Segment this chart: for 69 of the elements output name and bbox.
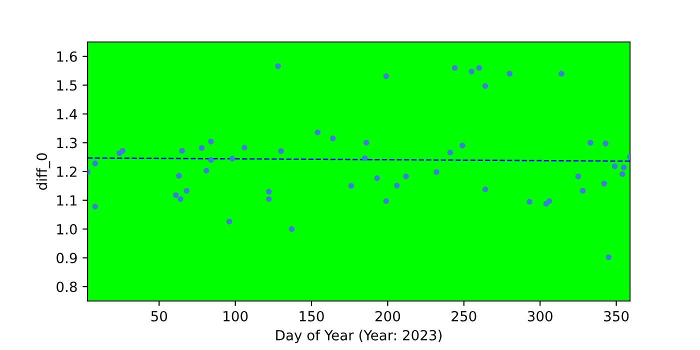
point bbox=[362, 155, 368, 162]
x-tick-label: 150 bbox=[300, 310, 324, 322]
point bbox=[606, 254, 612, 260]
point bbox=[176, 172, 182, 179]
x-tick-label: 100 bbox=[224, 310, 248, 322]
point bbox=[546, 198, 552, 204]
point bbox=[288, 226, 295, 232]
point bbox=[266, 196, 272, 202]
point bbox=[348, 183, 354, 189]
point bbox=[208, 157, 214, 163]
y-tick-label: 0.9 bbox=[56, 252, 77, 264]
y-tick-label: 1.3 bbox=[57, 138, 77, 148]
point bbox=[229, 156, 236, 162]
x-tick-label: 250 bbox=[452, 310, 476, 322]
point bbox=[601, 180, 607, 186]
point bbox=[459, 142, 466, 148]
point bbox=[92, 160, 98, 166]
point bbox=[198, 145, 205, 151]
point bbox=[178, 196, 184, 202]
point bbox=[383, 198, 390, 204]
point bbox=[447, 150, 454, 156]
point bbox=[476, 65, 482, 71]
point bbox=[452, 65, 458, 71]
point bbox=[575, 174, 582, 180]
point bbox=[482, 83, 488, 89]
point bbox=[172, 192, 179, 198]
point bbox=[394, 182, 400, 188]
point bbox=[184, 188, 190, 194]
x-tick-label: 200 bbox=[375, 310, 400, 322]
x-axis-title: Day of Year (Year: 2023) bbox=[276, 330, 442, 344]
point bbox=[383, 73, 390, 80]
point bbox=[226, 218, 232, 224]
point bbox=[612, 163, 618, 170]
y-tick-label: 1.5 bbox=[57, 80, 77, 91]
y-tick-label: 1.6 bbox=[57, 51, 77, 62]
y-tick-label: 1.2 bbox=[57, 166, 76, 177]
point bbox=[208, 138, 214, 144]
point bbox=[587, 140, 594, 146]
point bbox=[619, 171, 626, 177]
x-tick-label: 300 bbox=[528, 310, 552, 322]
point bbox=[558, 70, 564, 77]
point bbox=[275, 63, 281, 70]
point bbox=[266, 188, 272, 195]
x-tick-label: 350 bbox=[604, 310, 629, 322]
point bbox=[203, 168, 210, 174]
y-tick-label: 0.8 bbox=[56, 282, 77, 292]
point bbox=[120, 148, 126, 154]
point bbox=[314, 129, 320, 136]
y-tick-label: 1.0 bbox=[57, 224, 77, 235]
point bbox=[468, 68, 474, 75]
y-tick-label: 1.1 bbox=[57, 195, 76, 206]
point bbox=[403, 174, 409, 180]
point bbox=[242, 144, 248, 151]
y-axis-title: diff_0 bbox=[36, 153, 50, 190]
point bbox=[363, 140, 370, 146]
point bbox=[621, 164, 627, 170]
point bbox=[482, 186, 488, 192]
y-tick-label: 1.4 bbox=[57, 109, 77, 120]
point bbox=[506, 70, 513, 77]
point bbox=[92, 204, 98, 210]
point bbox=[434, 169, 440, 175]
point bbox=[374, 175, 380, 182]
point bbox=[330, 136, 336, 142]
point bbox=[580, 188, 586, 194]
x-tick-label: 50 bbox=[151, 310, 168, 322]
point bbox=[278, 148, 284, 154]
point bbox=[602, 140, 609, 146]
point bbox=[179, 148, 185, 154]
point bbox=[526, 198, 532, 205]
